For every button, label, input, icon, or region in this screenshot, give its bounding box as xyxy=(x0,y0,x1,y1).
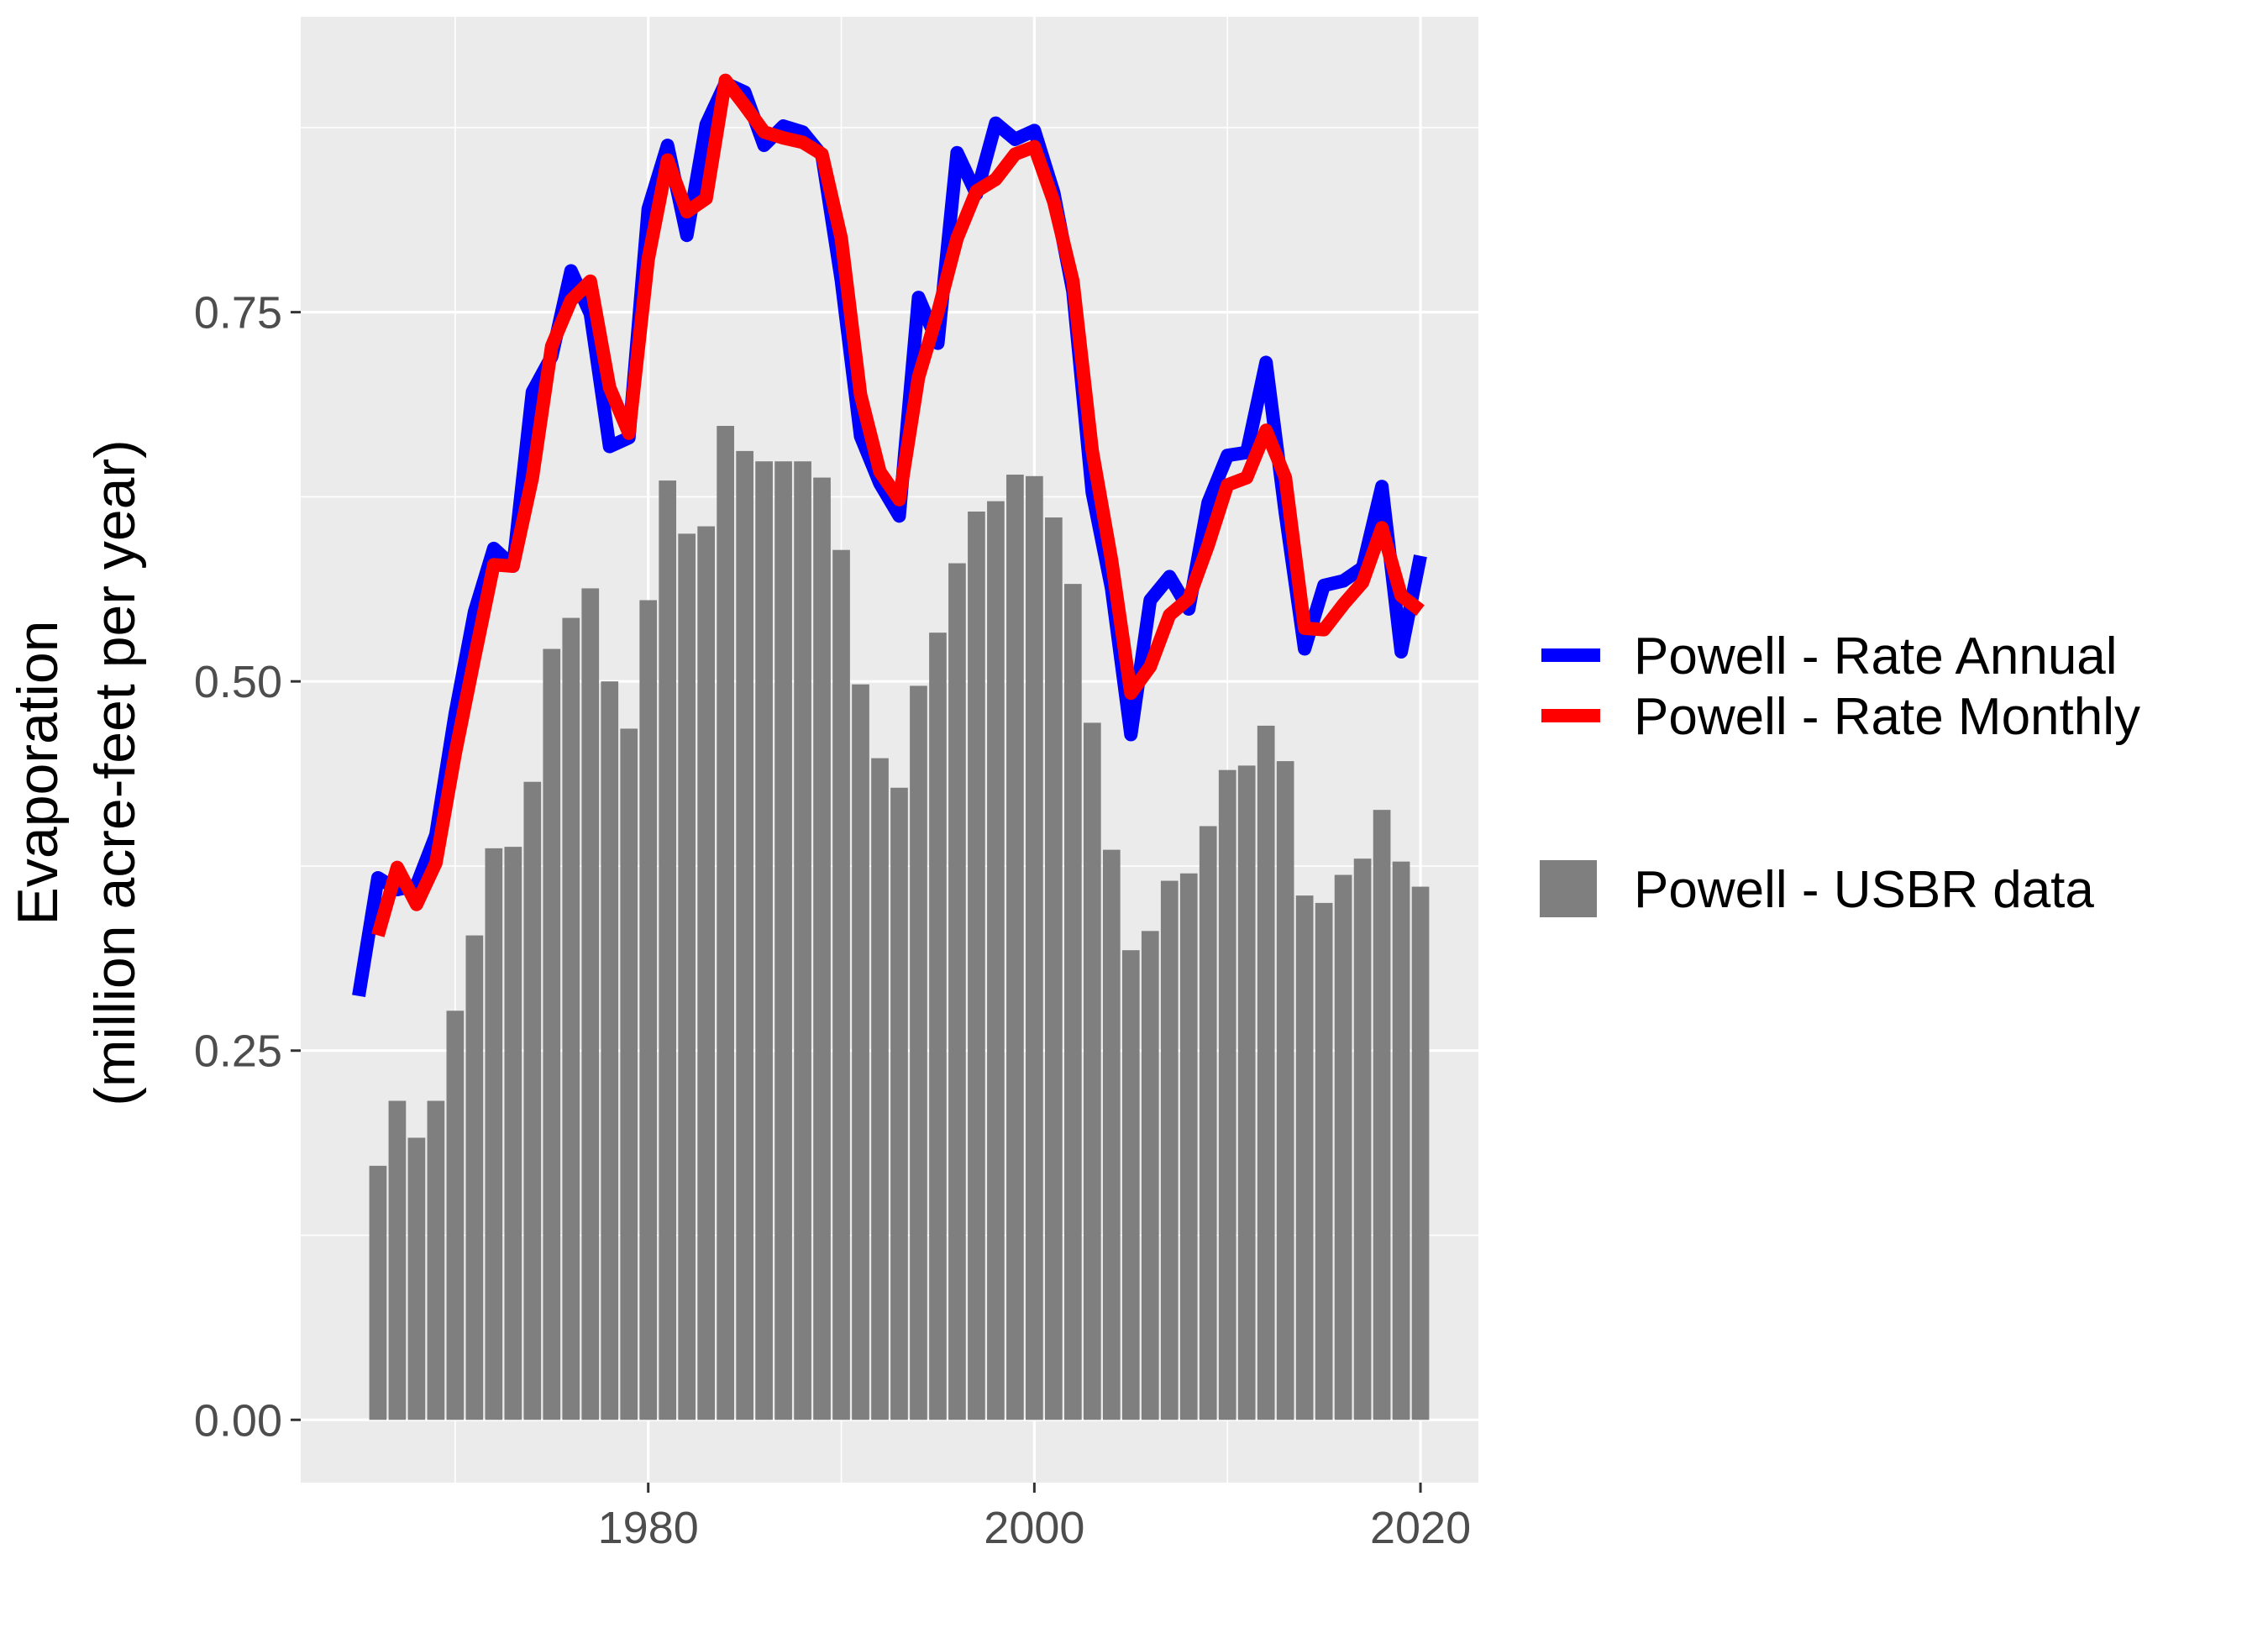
bar-usbr-1977 xyxy=(581,588,600,1420)
bar-usbr-1971 xyxy=(465,935,484,1420)
x-tick-label: 1980 xyxy=(598,1503,699,1553)
bar-usbr-1986 xyxy=(755,461,773,1420)
line-series-monthly xyxy=(371,73,1425,937)
y-tick-label: 0.50 xyxy=(194,657,282,707)
bar-usbr-2019 xyxy=(1392,861,1410,1420)
legend: Powell - Rate Annual Powell - Rate Month… xyxy=(1540,627,2140,919)
bar-usbr-1978 xyxy=(601,681,619,1420)
bar-usbr-1979 xyxy=(620,728,638,1420)
legend-label-monthly: Powell - Rate Monthly xyxy=(1634,688,2140,746)
bar-usbr-1997 xyxy=(968,511,985,1420)
bar-usbr-2013 xyxy=(1276,761,1294,1420)
bar-usbr-1973 xyxy=(504,847,522,1420)
legend-label-usbr: Powell - USBR data xyxy=(1634,861,2094,919)
y-axis-title-line-2: (million acre-feet per year) xyxy=(83,439,147,1106)
bar-usbr-2008 xyxy=(1179,873,1198,1420)
bar-usbr-1976 xyxy=(562,617,580,1420)
x-tick-label: 2000 xyxy=(984,1503,1084,1553)
bar-usbr-1987 xyxy=(774,461,792,1420)
bar-usbr-1999 xyxy=(1006,475,1024,1420)
bar-usbr-2001 xyxy=(1045,517,1063,1420)
bar-usbr-1983 xyxy=(697,526,715,1420)
bar-usbr-2012 xyxy=(1257,725,1275,1420)
y-axis-title: Evaporation (million acre-feet per year) xyxy=(6,439,147,1106)
bar-usbr-2007 xyxy=(1160,880,1179,1420)
bar-usbr-1992 xyxy=(871,758,889,1420)
bar-usbr-1995 xyxy=(929,633,947,1420)
bar-usbr-1966 xyxy=(369,1165,387,1420)
bar-usbr-1998 xyxy=(987,501,1005,1420)
bar-usbr-2000 xyxy=(1026,475,1043,1420)
bar-usbr-1970 xyxy=(446,1011,465,1420)
legend-key-usbr xyxy=(1540,860,1597,917)
bar-usbr-1989 xyxy=(813,477,831,1420)
bar-usbr-1988 xyxy=(794,461,811,1420)
bar-usbr-2009 xyxy=(1199,826,1217,1420)
bar-usbr-2014 xyxy=(1295,895,1314,1420)
bar-usbr-1994 xyxy=(910,685,927,1420)
y-tick-label: 0.25 xyxy=(194,1026,282,1077)
y-axis-title-line-1: Evaporation xyxy=(6,621,70,926)
bar-usbr-1969 xyxy=(427,1100,445,1420)
bar-usbr-2005 xyxy=(1121,950,1140,1420)
line-series-annual xyxy=(352,76,1427,997)
bar-usbr-2010 xyxy=(1218,769,1236,1420)
bar-usbr-1968 xyxy=(407,1137,426,1420)
bar-usbr-2015 xyxy=(1315,902,1333,1420)
y-tick-label: 0.00 xyxy=(194,1395,282,1446)
bar-usbr-1981 xyxy=(659,480,677,1420)
bar-usbr-2004 xyxy=(1102,849,1121,1420)
bar-usbr-1975 xyxy=(543,648,561,1420)
bar-usbr-2018 xyxy=(1373,810,1391,1420)
bar-usbr-2006 xyxy=(1141,931,1159,1420)
bar-usbr-1972 xyxy=(485,848,503,1420)
bar-usbr-2020 xyxy=(1411,886,1430,1420)
bar-usbr-2002 xyxy=(1064,584,1082,1420)
bar-usbr-1974 xyxy=(523,781,542,1420)
legend-label-annual: Powell - Rate Annual xyxy=(1634,627,2118,685)
bar-usbr-2011 xyxy=(1237,765,1256,1420)
bar-usbr-1980 xyxy=(639,600,658,1420)
bar-usbr-1967 xyxy=(388,1100,407,1420)
bar-usbr-1993 xyxy=(890,787,908,1420)
bar-usbr-1984 xyxy=(717,426,734,1420)
bar-usbr-1990 xyxy=(832,549,850,1420)
bar-usbr-1991 xyxy=(852,684,869,1420)
x-tick-label: 2020 xyxy=(1370,1503,1471,1553)
bar-usbr-1996 xyxy=(948,563,966,1420)
bar-usbr-2016 xyxy=(1334,874,1352,1420)
bar-usbr-2003 xyxy=(1083,722,1101,1420)
bar-usbr-1985 xyxy=(736,450,753,1420)
y-tick-label: 0.75 xyxy=(194,288,282,339)
bar-usbr-1982 xyxy=(678,533,696,1420)
svg-text:Evaporation: Evaporation xyxy=(6,621,70,926)
svg-text:(million acre-feet per year): (million acre-feet per year) xyxy=(83,439,147,1106)
bar-usbr-2017 xyxy=(1353,858,1372,1420)
